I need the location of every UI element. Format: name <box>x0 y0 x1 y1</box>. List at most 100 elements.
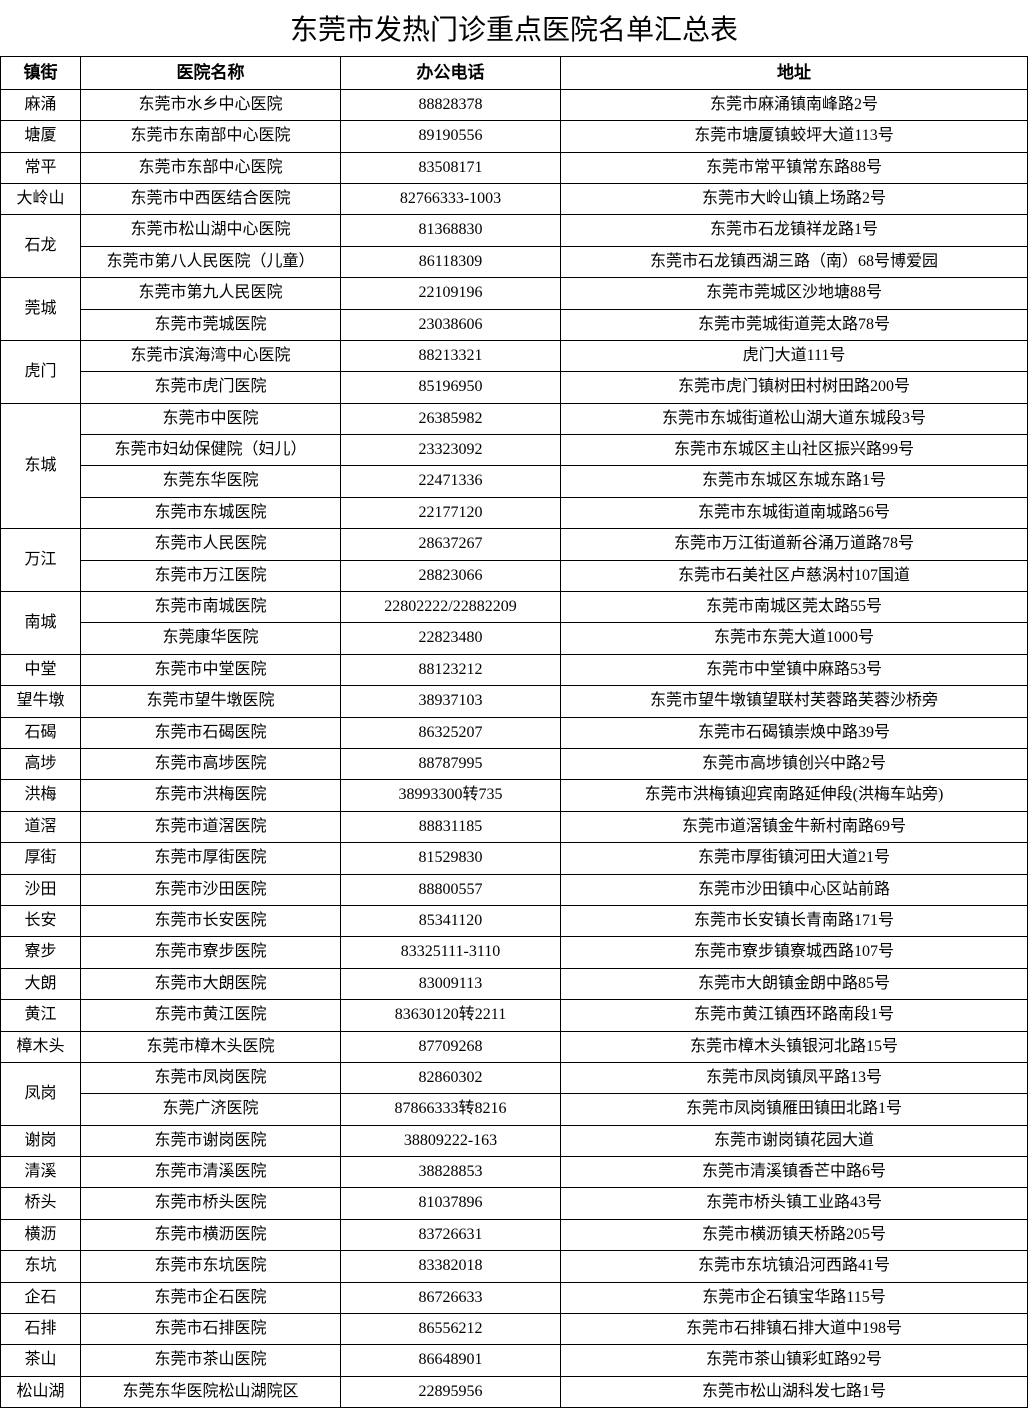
cell-tel: 23038606 <box>341 309 561 340</box>
cell-addr: 东莞市清溪镇香芒中路6号 <box>561 1157 1028 1188</box>
cell-hospital: 东莞市沙田医院 <box>81 874 341 905</box>
cell-addr: 东莞市横沥镇天桥路205号 <box>561 1219 1028 1250</box>
cell-tel: 83325111-3110 <box>341 937 561 968</box>
table-row: 塘厦东莞市东南部中心医院89190556东莞市塘厦镇蛟坪大道113号 <box>1 121 1028 152</box>
cell-hospital: 东莞市高埗医院 <box>81 749 341 780</box>
cell-addr: 东莞市黄江镇西环路南段1号 <box>561 1000 1028 1031</box>
col-header-hospital: 医院名称 <box>81 57 341 89</box>
cell-tel: 86118309 <box>341 246 561 277</box>
table-row: 寮步东莞市寮步医院83325111-3110东莞市寮步镇寮城西路107号 <box>1 937 1028 968</box>
table-row: 道滘东莞市道滘医院88831185东莞市道滘镇金牛新村南路69号 <box>1 811 1028 842</box>
table-row: 石排东莞市石排医院86556212东莞市石排镇石排大道中198号 <box>1 1314 1028 1345</box>
cell-tel: 83382018 <box>341 1251 561 1282</box>
cell-hospital: 东莞市桥头医院 <box>81 1188 341 1219</box>
cell-town: 东城 <box>1 403 81 529</box>
cell-addr: 东莞市企石镇宝华路115号 <box>561 1282 1028 1313</box>
table-row: 东莞市东城医院22177120东莞市东城街道南城路56号 <box>1 497 1028 528</box>
cell-hospital: 东莞市松山湖中心医院 <box>81 215 341 246</box>
cell-town: 寮步 <box>1 937 81 968</box>
table-row: 东莞东华医院22471336东莞市东城区东城东路1号 <box>1 466 1028 497</box>
cell-addr: 东莞市东城区主山社区振兴路99号 <box>561 435 1028 466</box>
cell-tel: 22109196 <box>341 278 561 309</box>
cell-addr: 东莞市寮步镇寮城西路107号 <box>561 937 1028 968</box>
cell-hospital: 东莞市石碣医院 <box>81 717 341 748</box>
cell-hospital: 东莞市中医院 <box>81 403 341 434</box>
cell-tel: 83630120转2211 <box>341 1000 561 1031</box>
table-row: 石碣东莞市石碣医院86325207东莞市石碣镇崇焕中路39号 <box>1 717 1028 748</box>
table-row: 厚街东莞市厚街医院81529830东莞市厚街镇河田大道21号 <box>1 843 1028 874</box>
table-row: 东莞市虎门医院85196950东莞市虎门镇树田村树田路200号 <box>1 372 1028 403</box>
cell-hospital: 东莞广济医院 <box>81 1094 341 1125</box>
cell-town: 洪梅 <box>1 780 81 811</box>
table-row: 黄江东莞市黄江医院83630120转2211东莞市黄江镇西环路南段1号 <box>1 1000 1028 1031</box>
cell-hospital: 东莞市凤岗医院 <box>81 1062 341 1093</box>
cell-tel: 87866333转8216 <box>341 1094 561 1125</box>
cell-tel: 81037896 <box>341 1188 561 1219</box>
cell-addr: 东莞市东莞大道1000号 <box>561 623 1028 654</box>
cell-addr: 东莞市南城区莞太路55号 <box>561 592 1028 623</box>
cell-tel: 81368830 <box>341 215 561 246</box>
table-row: 谢岗东莞市谢岗医院38809222-163东莞市谢岗镇花园大道 <box>1 1125 1028 1156</box>
table-row: 东莞市万江医院28823066东莞市石美社区卢慈涡村107国道 <box>1 560 1028 591</box>
cell-tel: 83009113 <box>341 968 561 999</box>
table-row: 沙田东莞市沙田医院88800557东莞市沙田镇中心区站前路 <box>1 874 1028 905</box>
cell-hospital: 东莞市黄江医院 <box>81 1000 341 1031</box>
cell-tel: 85196950 <box>341 372 561 403</box>
table-row: 东坑东莞市东坑医院83382018东莞市东坑镇沿河西路41号 <box>1 1251 1028 1282</box>
table-row: 企石东莞市企石医院86726633东莞市企石镇宝华路115号 <box>1 1282 1028 1313</box>
cell-hospital: 东莞市万江医院 <box>81 560 341 591</box>
cell-hospital: 东莞市望牛墩医院 <box>81 686 341 717</box>
cell-town: 石碣 <box>1 717 81 748</box>
cell-town: 谢岗 <box>1 1125 81 1156</box>
cell-town: 中堂 <box>1 654 81 685</box>
cell-addr: 东莞市石龙镇祥龙路1号 <box>561 215 1028 246</box>
cell-tel: 88213321 <box>341 340 561 371</box>
table-row: 凤岗东莞市凤岗医院82860302东莞市凤岗镇凤平路13号 <box>1 1062 1028 1093</box>
cell-addr: 东莞市东城区东城东路1号 <box>561 466 1028 497</box>
cell-tel: 86726633 <box>341 1282 561 1313</box>
cell-addr: 东莞市樟木头镇银河北路15号 <box>561 1031 1028 1062</box>
cell-tel: 22802222/22882209 <box>341 592 561 623</box>
table-row: 虎门东莞市滨海湾中心医院88213321虎门大道111号 <box>1 340 1028 371</box>
cell-tel: 86648901 <box>341 1345 561 1376</box>
cell-addr: 东莞市长安镇长青南路171号 <box>561 905 1028 936</box>
col-header-tel: 办公电话 <box>341 57 561 89</box>
cell-town: 沙田 <box>1 874 81 905</box>
cell-tel: 81529830 <box>341 843 561 874</box>
cell-tel: 86325207 <box>341 717 561 748</box>
cell-town: 高埗 <box>1 749 81 780</box>
cell-tel: 38993300转735 <box>341 780 561 811</box>
table-row: 东莞市莞城医院23038606东莞市莞城街道莞太路78号 <box>1 309 1028 340</box>
col-header-addr: 地址 <box>561 57 1028 89</box>
cell-hospital: 东莞市厚街医院 <box>81 843 341 874</box>
cell-addr: 东莞市石龙镇西湖三路（南）68号博爱园 <box>561 246 1028 277</box>
cell-hospital: 东莞市第九人民医院 <box>81 278 341 309</box>
cell-hospital: 东莞市横沥医院 <box>81 1219 341 1250</box>
cell-town: 清溪 <box>1 1157 81 1188</box>
cell-addr: 东莞市道滘镇金牛新村南路69号 <box>561 811 1028 842</box>
cell-tel: 23323092 <box>341 435 561 466</box>
cell-hospital: 东莞市樟木头医院 <box>81 1031 341 1062</box>
table-row: 石龙东莞市松山湖中心医院81368830东莞市石龙镇祥龙路1号 <box>1 215 1028 246</box>
cell-tel: 22471336 <box>341 466 561 497</box>
cell-hospital: 东莞市第八人民医院（儿童） <box>81 246 341 277</box>
cell-hospital: 东莞市东南部中心医院 <box>81 121 341 152</box>
cell-addr: 东莞市麻涌镇南峰路2号 <box>561 89 1028 120</box>
cell-tel: 83726631 <box>341 1219 561 1250</box>
cell-town: 大朗 <box>1 968 81 999</box>
cell-hospital: 东莞市东部中心医院 <box>81 152 341 183</box>
table-row: 大岭山东莞市中西医结合医院82766333-1003东莞市大岭山镇上场路2号 <box>1 183 1028 214</box>
table-row: 东莞市第八人民医院（儿童）86118309东莞市石龙镇西湖三路（南）68号博爱园 <box>1 246 1028 277</box>
table-row: 东莞广济医院87866333转8216东莞市凤岗镇雁田镇田北路1号 <box>1 1094 1028 1125</box>
cell-hospital: 东莞市东城医院 <box>81 497 341 528</box>
cell-addr: 东莞市谢岗镇花园大道 <box>561 1125 1028 1156</box>
cell-hospital: 东莞市企石医院 <box>81 1282 341 1313</box>
cell-hospital: 东莞市谢岗医院 <box>81 1125 341 1156</box>
cell-town: 望牛墩 <box>1 686 81 717</box>
cell-hospital: 东莞市东坑医院 <box>81 1251 341 1282</box>
cell-addr: 东莞市沙田镇中心区站前路 <box>561 874 1028 905</box>
cell-addr: 东莞市石碣镇崇焕中路39号 <box>561 717 1028 748</box>
cell-town: 虎门 <box>1 340 81 403</box>
cell-town: 黄江 <box>1 1000 81 1031</box>
cell-addr: 东莞市厚街镇河田大道21号 <box>561 843 1028 874</box>
